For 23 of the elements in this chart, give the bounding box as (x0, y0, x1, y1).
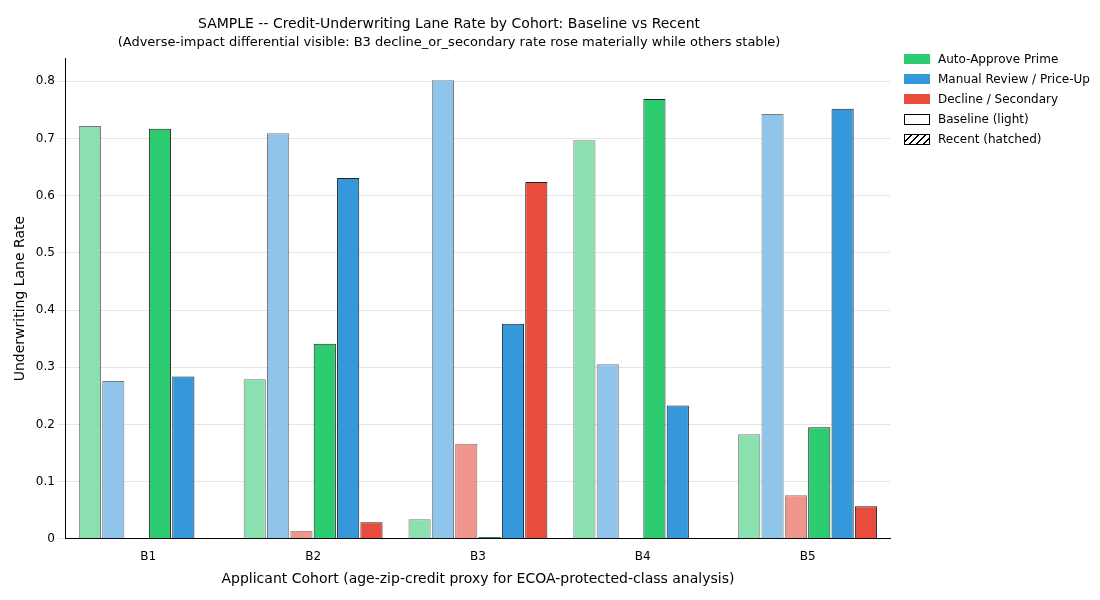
text: Recent (hatched) (938, 132, 1042, 146)
chart-title: SAMPLE -- Credit-Underwriting Lane Rate by Cohort: Baseline vs Recent (197, 15, 701, 32)
legend-label: Decline / Secondary (938, 92, 1059, 106)
x-tick-label: B2 (305, 549, 322, 564)
x-tick-label: B5 (799, 549, 816, 564)
y-tick-label: 0 (47, 530, 55, 545)
x-axis-title: Applicant Cohort (age-zip-credit proxy for ECOA-protected-class analysis) (221, 570, 735, 587)
x-tick-label: B4 (634, 549, 651, 564)
y-tick-label: 0.3 (35, 359, 55, 374)
y-axis-title: Underwriting Lane Rate (11, 215, 28, 382)
y-tick-label: 0.7 (35, 130, 55, 145)
y-tick-label: 0.1 (35, 473, 55, 488)
y-tick-label: 0.5 (35, 244, 55, 259)
legend-label: Auto-Approve Prime (938, 52, 1059, 66)
y-tick-label: 0.2 (35, 416, 55, 431)
x-tick-label: B3 (470, 549, 486, 564)
x-tick-label: B1 (140, 549, 157, 564)
y-tick-label: 0.8 (35, 73, 55, 88)
y-tick-label: 0.6 (35, 187, 55, 202)
legend-label: Manual Review / Price-Up (938, 72, 1090, 86)
chart-subtitle: (Adverse-impact differential visible: B3 decline_or_secondary rate rose materially while others stable) (117, 33, 781, 49)
y-tick-label: 0.4 (35, 302, 55, 317)
text: Baseline (light) (938, 112, 1029, 126)
